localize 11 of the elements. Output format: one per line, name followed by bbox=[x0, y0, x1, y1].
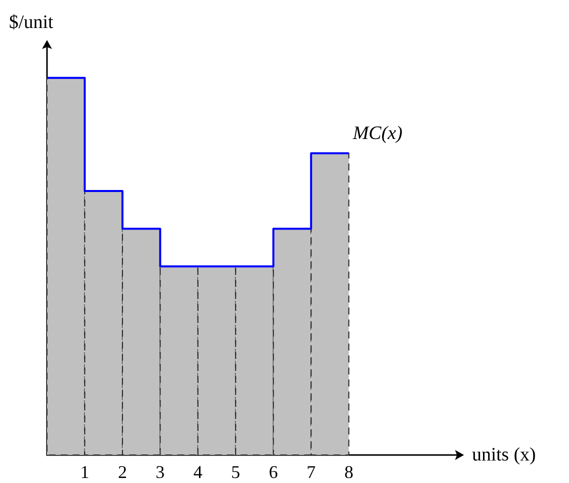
x-tick-label: 4 bbox=[193, 462, 202, 482]
x-tick-label: 1 bbox=[80, 462, 90, 482]
x-tick-label: 3 bbox=[156, 462, 165, 482]
x-tick-label: 7 bbox=[306, 462, 316, 482]
series-label: MC(x) bbox=[352, 122, 402, 144]
x-axis-title: units (x) bbox=[472, 444, 536, 466]
x-tick-label: 8 bbox=[344, 462, 354, 482]
x-tick-label: 6 bbox=[268, 462, 278, 482]
x-tick-label: 5 bbox=[231, 462, 240, 482]
x-tick-label: 2 bbox=[118, 462, 127, 482]
y-axis-title: $/unit bbox=[9, 12, 54, 33]
